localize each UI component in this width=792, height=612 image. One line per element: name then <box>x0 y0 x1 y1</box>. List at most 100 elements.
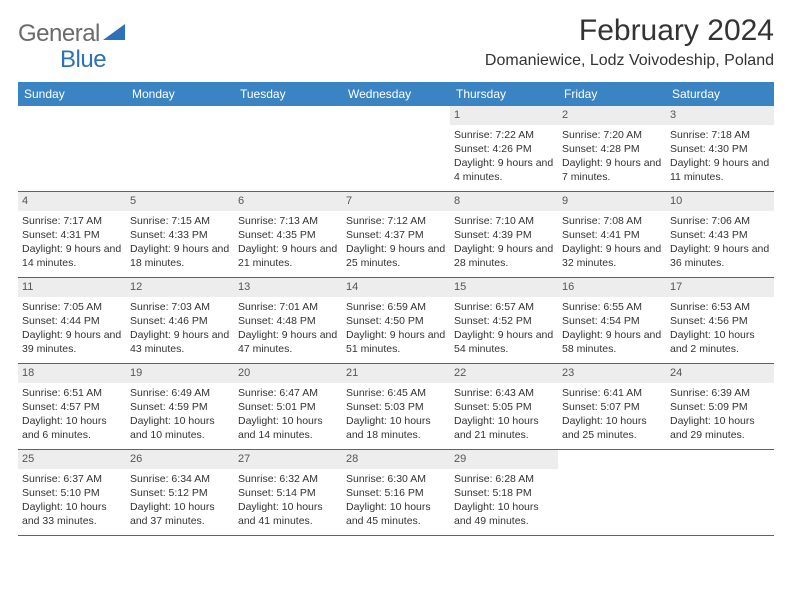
dow-header: Thursday <box>450 82 558 106</box>
sunset-line: Sunset: 4:48 PM <box>238 314 338 328</box>
sunrise-line: Sunrise: 6:41 AM <box>562 386 662 400</box>
daylight-line: Daylight: 9 hours and 11 minutes. <box>670 156 770 184</box>
day-cell: 6Sunrise: 7:13 AMSunset: 4:35 PMDaylight… <box>234 192 342 278</box>
day-number: 11 <box>18 278 126 297</box>
day-cell: 7 Sunrise: 7:12 AMSunset: 4:37 PMDaylight… <box>342 192 450 278</box>
sunset-line: Sunset: 4:33 PM <box>130 228 230 242</box>
empty-cell <box>342 106 450 192</box>
dow-header: Sunday <box>18 82 126 106</box>
daylight-line: Daylight: 9 hours and 58 minutes. <box>562 328 662 356</box>
daylight-line: Daylight: 9 hours and 7 minutes. <box>562 156 662 184</box>
sunrise-line: Sunrise: 7:06 AM <box>670 214 770 228</box>
sunset-line: Sunset: 5:16 PM <box>346 486 446 500</box>
day-number: 4 <box>18 192 126 211</box>
daylight-line: Daylight: 9 hours and 43 minutes. <box>130 328 230 356</box>
sunset-line: Sunset: 5:03 PM <box>346 400 446 414</box>
daylight-line: Daylight: 10 hours and 49 minutes. <box>454 500 554 528</box>
day-cell: 14 Sunrise: 6:59 AMSunset: 4:50 PMDayligh… <box>342 278 450 364</box>
sunrise-line: Sunrise: 7:22 AM <box>454 128 554 142</box>
daylight-line: Daylight: 9 hours and 25 minutes. <box>346 242 446 270</box>
sunrise-line: Sunrise: 6:28 AM <box>454 472 554 486</box>
day-number: 22 <box>450 364 558 383</box>
empty-cell <box>126 106 234 192</box>
day-cell: 4Sunrise: 7:17 AMSunset: 4:31 PMDaylight… <box>18 192 126 278</box>
sunrise-line: Sunrise: 6:51 AM <box>22 386 122 400</box>
sunset-line: Sunset: 4:30 PM <box>670 142 770 156</box>
day-number: 20 <box>234 364 342 383</box>
sunrise-line: Sunrise: 6:30 AM <box>346 472 446 486</box>
day-cell: 19Sunrise: 6:49 AMSunset: 4:59 PMDayligh… <box>126 364 234 450</box>
day-number: 25 <box>18 450 126 469</box>
sunrise-line: Sunrise: 7:03 AM <box>130 300 230 314</box>
sunset-line: Sunset: 4:50 PM <box>346 314 446 328</box>
day-cell: 18Sunrise: 6:51 AMSunset: 4:57 PMDayligh… <box>18 364 126 450</box>
sunset-line: Sunset: 4:44 PM <box>22 314 122 328</box>
daylight-line: Daylight: 9 hours and 21 minutes. <box>238 242 338 270</box>
sunset-line: Sunset: 4:57 PM <box>22 400 122 414</box>
sunrise-line: Sunrise: 7:15 AM <box>130 214 230 228</box>
daylight-line: Daylight: 10 hours and 10 minutes. <box>130 414 230 442</box>
day-number: 13 <box>234 278 342 297</box>
sunrise-line: Sunrise: 6:53 AM <box>670 300 770 314</box>
day-number: 5 <box>126 192 234 211</box>
day-cell: 26Sunrise: 6:34 AMSunset: 5:12 PMDayligh… <box>126 450 234 536</box>
day-number: 28 <box>342 450 450 469</box>
sunrise-line: Sunrise: 6:47 AM <box>238 386 338 400</box>
empty-cell <box>234 106 342 192</box>
calendar-grid: SundayMondayTuesdayWednesdayThursdayFrid… <box>18 82 774 536</box>
daylight-line: Daylight: 10 hours and 21 minutes. <box>454 414 554 442</box>
day-cell: 24Sunrise: 6:39 AMSunset: 5:09 PMDayligh… <box>666 364 774 450</box>
sunrise-line: Sunrise: 7:08 AM <box>562 214 662 228</box>
title-block: February 2024 Domaniewice, Lodz Voivodes… <box>485 14 774 70</box>
day-number: 7 <box>342 192 450 211</box>
day-number: 29 <box>450 450 558 469</box>
sunrise-line: Sunrise: 6:59 AM <box>346 300 446 314</box>
sunrise-line: Sunrise: 6:49 AM <box>130 386 230 400</box>
sunset-line: Sunset: 4:56 PM <box>670 314 770 328</box>
sunrise-line: Sunrise: 7:12 AM <box>346 214 446 228</box>
day-number: 23 <box>558 364 666 383</box>
sunset-line: Sunset: 5:12 PM <box>130 486 230 500</box>
sunrise-line: Sunrise: 7:20 AM <box>562 128 662 142</box>
day-cell: 16Sunrise: 6:55 AMSunset: 4:54 PMDayligh… <box>558 278 666 364</box>
day-number: 14 <box>342 278 450 297</box>
daylight-line: Daylight: 9 hours and 54 minutes. <box>454 328 554 356</box>
day-cell: 23Sunrise: 6:41 AMSunset: 5:07 PMDayligh… <box>558 364 666 450</box>
dow-header: Monday <box>126 82 234 106</box>
sunset-line: Sunset: 5:14 PM <box>238 486 338 500</box>
sunset-line: Sunset: 4:26 PM <box>454 142 554 156</box>
sunset-line: Sunset: 4:37 PM <box>346 228 446 242</box>
day-cell: 29Sunrise: 6:28 AMSunset: 5:18 PMDayligh… <box>450 450 558 536</box>
sunset-line: Sunset: 4:28 PM <box>562 142 662 156</box>
sunset-line: Sunset: 5:01 PM <box>238 400 338 414</box>
daylight-line: Daylight: 9 hours and 51 minutes. <box>346 328 446 356</box>
day-cell: 3Sunrise: 7:18 AMSunset: 4:30 PMDaylight… <box>666 106 774 192</box>
day-cell: 28Sunrise: 6:30 AMSunset: 5:16 PMDayligh… <box>342 450 450 536</box>
day-cell: 22Sunrise: 6:43 AMSunset: 5:05 PMDayligh… <box>450 364 558 450</box>
daylight-line: Daylight: 9 hours and 28 minutes. <box>454 242 554 270</box>
daylight-line: Daylight: 9 hours and 4 minutes. <box>454 156 554 184</box>
day-number: 8 <box>450 192 558 211</box>
daylight-line: Daylight: 10 hours and 2 minutes. <box>670 328 770 356</box>
day-cell: 20Sunrise: 6:47 AMSunset: 5:01 PMDayligh… <box>234 364 342 450</box>
daylight-line: Daylight: 10 hours and 37 minutes. <box>130 500 230 528</box>
empty-cell <box>18 106 126 192</box>
day-number: 16 <box>558 278 666 297</box>
sunrise-line: Sunrise: 6:32 AM <box>238 472 338 486</box>
daylight-line: Daylight: 10 hours and 18 minutes. <box>346 414 446 442</box>
sunrise-line: Sunrise: 6:57 AM <box>454 300 554 314</box>
day-cell: 17Sunrise: 6:53 AMSunset: 4:56 PMDayligh… <box>666 278 774 364</box>
dow-header: Friday <box>558 82 666 106</box>
location-line: Domaniewice, Lodz Voivodeship, Poland <box>485 52 774 70</box>
sunrise-line: Sunrise: 6:34 AM <box>130 472 230 486</box>
sunset-line: Sunset: 4:35 PM <box>238 228 338 242</box>
daylight-line: Daylight: 9 hours and 18 minutes. <box>130 242 230 270</box>
day-number: 1 <box>450 106 558 125</box>
daylight-line: Daylight: 9 hours and 39 minutes. <box>22 328 122 356</box>
day-cell: 11 Sunrise: 7:05 AMSunset: 4:44 PMDayligh… <box>18 278 126 364</box>
sunrise-line: Sunrise: 7:05 AM <box>22 300 122 314</box>
day-number: 24 <box>666 364 774 383</box>
sunrise-line: Sunrise: 6:55 AM <box>562 300 662 314</box>
day-number: 2 <box>558 106 666 125</box>
logo-text-blue: Blue <box>60 46 106 73</box>
